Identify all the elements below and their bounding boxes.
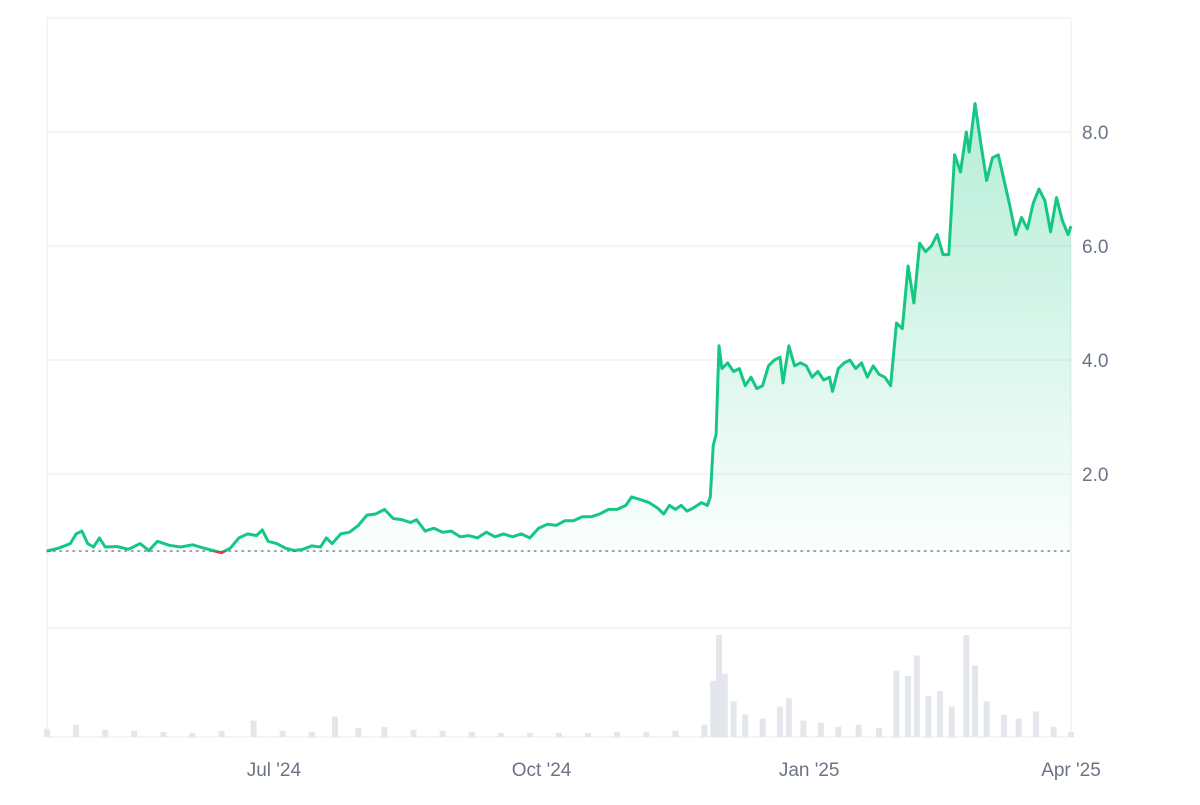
volume-bar [983, 701, 990, 737]
volume-bar [817, 722, 824, 737]
volume-bar [1050, 726, 1057, 737]
price-area-fill [47, 103, 1071, 552]
volume-bar [855, 724, 862, 737]
volume-bar [556, 732, 562, 737]
x-tick-label: Jul '24 [247, 760, 302, 781]
volume-bar [972, 665, 978, 737]
volume-bar [44, 728, 50, 737]
volume-bar [1015, 718, 1022, 737]
volume-bar [102, 729, 109, 737]
volume-bar [721, 673, 728, 737]
volume-bar [279, 730, 286, 737]
x-tick-label: Oct '24 [512, 760, 572, 781]
volume-bar [876, 727, 882, 737]
volume-bar [963, 635, 970, 737]
volume-bar [381, 726, 388, 737]
volume-bar [948, 706, 955, 737]
volume-bar [937, 691, 944, 737]
volume-bar [905, 675, 912, 737]
volume-bar [497, 732, 504, 737]
volume-bar [716, 635, 722, 737]
volume-bar [893, 670, 900, 737]
volume-bar [410, 729, 417, 737]
volume-bar [439, 730, 446, 737]
volume-bar [131, 730, 138, 737]
volume-bar [742, 714, 749, 737]
volume-bar [585, 732, 592, 737]
volume-bar [308, 731, 315, 737]
volume-bar [730, 701, 737, 737]
y-tick-label: 6.0 [1082, 237, 1108, 258]
volume-bar [614, 731, 621, 737]
volume-bar [73, 724, 80, 737]
y-tick-label: 8.0 [1082, 123, 1108, 144]
volume-bar [526, 732, 533, 737]
volume-bar [777, 706, 784, 737]
volume-bar [1033, 711, 1040, 737]
x-tick-label: Apr '25 [1041, 760, 1101, 781]
volume-bar [701, 724, 708, 737]
volume-bar [160, 731, 167, 737]
volume-bar [710, 680, 717, 737]
y-tick-label: 2.0 [1082, 465, 1108, 486]
volume-bar [759, 718, 766, 737]
volume-bar [189, 732, 196, 737]
volume-bar [218, 730, 225, 737]
volume-bar [785, 698, 792, 737]
volume-bar [250, 720, 257, 737]
volume-bar [913, 655, 920, 737]
volume-bar [1001, 714, 1008, 737]
volume-bar [1068, 731, 1074, 737]
volume-bar [332, 716, 338, 737]
volume-bar [672, 730, 679, 737]
volume-bar [835, 726, 842, 737]
volume-bar [355, 727, 362, 737]
price-line [46, 102, 1073, 552]
y-tick-label: 4.0 [1082, 351, 1108, 372]
x-tick-label: Jan '25 [779, 760, 840, 781]
volume-bar [643, 731, 650, 737]
volume-bar [925, 696, 932, 737]
volume-bar [800, 720, 807, 737]
volume-bar [468, 731, 475, 737]
